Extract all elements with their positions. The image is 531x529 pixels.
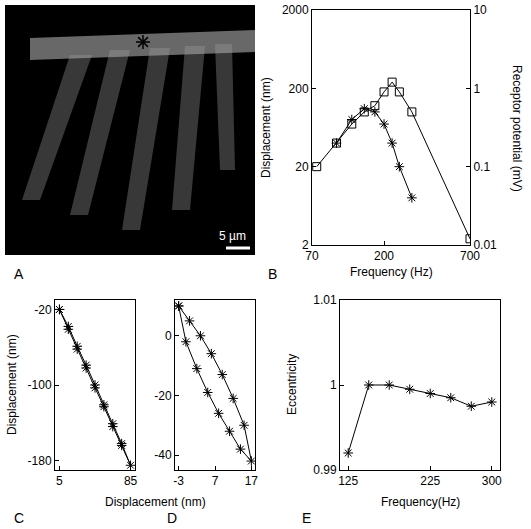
svg-text:2: 2: [302, 238, 309, 252]
svg-text:1: 1: [473, 82, 480, 96]
svg-text:-180: -180: [28, 454, 52, 468]
svg-text:0: 0: [165, 329, 172, 343]
svg-text:-20: -20: [34, 303, 52, 317]
svg-text:0.99: 0.99: [313, 463, 337, 477]
svg-text:Displacement (nm): Displacement (nm): [105, 495, 206, 509]
svg-text:Displacement (nm): Displacement (nm): [5, 334, 19, 435]
svg-text:70: 70: [305, 249, 319, 263]
svg-text:Eccentricity: Eccentricity: [285, 354, 299, 415]
svg-text:-40: -40: [154, 448, 172, 462]
svg-text:85: 85: [124, 474, 138, 488]
svg-text:200: 200: [289, 82, 309, 96]
svg-text:A: A: [14, 266, 24, 282]
svg-text:20: 20: [295, 160, 309, 174]
svg-text:Frequency (Hz): Frequency (Hz): [350, 265, 433, 279]
svg-text:7: 7: [212, 474, 219, 488]
svg-text:10: 10: [473, 3, 487, 17]
svg-text:E: E: [302, 510, 311, 526]
svg-text:Displacement (nm): Displacement (nm): [259, 77, 273, 178]
svg-text:1.01: 1.01: [313, 293, 337, 307]
svg-text:0.1: 0.1: [473, 160, 490, 174]
svg-text:-3: -3: [173, 474, 184, 488]
svg-text:125: 125: [338, 474, 358, 488]
svg-text:Receptor potential (mV): Receptor potential (mV): [510, 65, 524, 192]
svg-text:D: D: [167, 510, 177, 526]
svg-text:5 µm: 5 µm: [219, 229, 246, 243]
svg-text:-100: -100: [28, 378, 52, 392]
svg-text:C: C: [14, 510, 24, 526]
svg-text:700: 700: [460, 249, 480, 263]
svg-text:17: 17: [245, 474, 259, 488]
svg-text:225: 225: [420, 474, 440, 488]
svg-text:300: 300: [482, 474, 502, 488]
svg-text:Frequency(Hz): Frequency(Hz): [381, 495, 460, 509]
svg-text:B: B: [268, 266, 277, 282]
svg-text:0.01: 0.01: [473, 238, 497, 252]
svg-text:2000: 2000: [282, 3, 309, 17]
svg-text:200: 200: [374, 249, 394, 263]
svg-text:-20: -20: [154, 389, 172, 403]
svg-text:1: 1: [330, 378, 337, 392]
svg-text:5: 5: [56, 474, 63, 488]
